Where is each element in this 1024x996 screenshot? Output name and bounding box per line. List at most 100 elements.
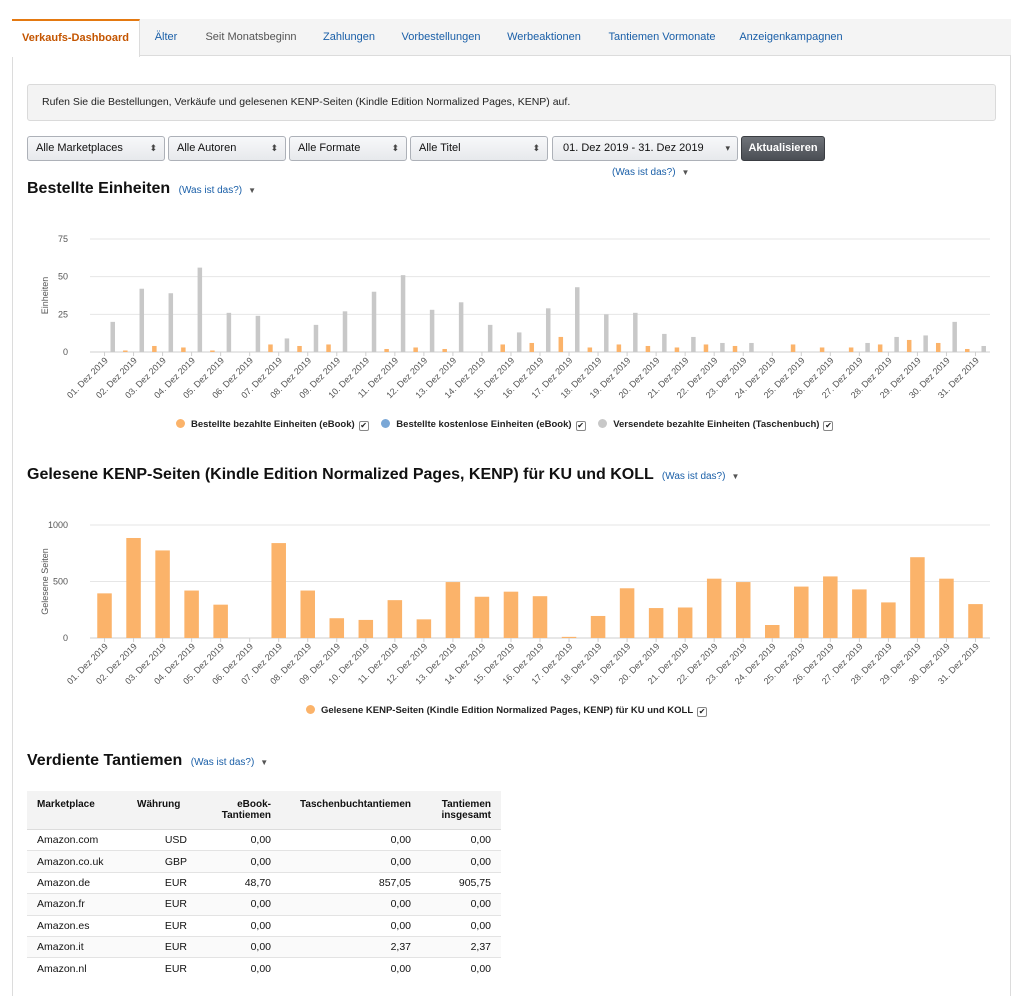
select-arrows-icon: ⬍ — [270, 143, 278, 153]
cell-marketplace: Amazon.it — [27, 935, 127, 958]
table-row: Amazon.com USD 0,00 0,00 0,00 — [27, 828, 501, 851]
caret-down-icon[interactable]: ▼ — [681, 168, 690, 177]
legend-label: Bestellte kostenlose Einheiten (eBook) — [396, 419, 572, 430]
ordered-units-title: Bestellte Einheiten — [27, 180, 171, 197]
select-arrows-icon: ⬍ — [532, 143, 540, 153]
tab-preorders[interactable]: Vorbestellungen — [401, 31, 481, 43]
cell-ebook-royalties: 0,00 — [197, 914, 281, 937]
info-box: Rufen Sie die Bestellungen, Verkäufe und… — [27, 84, 996, 121]
cell-currency: EUR — [127, 914, 197, 937]
col-header-currency: Währung — [127, 791, 197, 830]
cell-currency: USD — [127, 828, 197, 851]
cell-currency: EUR — [127, 893, 197, 916]
table-row: Amazon.nl EUR 0,00 0,00 0,00 — [27, 957, 501, 980]
legend-label: Gelesene KENP-Seiten (Kindle Edition Nor… — [321, 705, 694, 716]
legend-item: Gelesene KENP-Seiten (Kindle Edition Nor… — [306, 705, 708, 717]
select-arrows-icon: ⬍ — [149, 143, 157, 153]
cell-paperback-royalties: 2,37 — [281, 935, 421, 958]
legend-item: Bestellte kostenlose Einheiten (eBook) ✔ — [381, 419, 586, 431]
whats-this-link[interactable]: (Was ist das?) — [190, 757, 255, 768]
author-select-value: Alle Autoren — [177, 142, 237, 154]
chevron-down-icon: ▾ — [725, 143, 730, 153]
col-header-marketplace: Marketplace — [27, 791, 127, 830]
legend-dot — [598, 419, 608, 428]
tab-older[interactable]: Älter — [154, 31, 178, 43]
table-row: Amazon.co.uk GBP 0,00 0,00 0,00 — [27, 850, 501, 873]
tab-sales-dashboard[interactable]: Verkaufs-Dashboard — [12, 19, 140, 57]
ordered-units-legend: Bestellte bezahlte Einheiten (eBook) ✔ Be… — [176, 419, 843, 431]
cell-marketplace: Amazon.nl — [27, 957, 127, 980]
table-row: Amazon.es EUR 0,00 0,00 0,00 — [27, 914, 501, 937]
kenp-title: Gelesene KENP-Seiten (Kindle Edition Nor… — [27, 466, 654, 483]
marketplace-select-value: Alle Marketplaces — [36, 142, 123, 154]
cell-paperback-royalties: 0,00 — [281, 893, 421, 916]
table-row: Amazon.de EUR 48,70 857,05 905,75 — [27, 871, 501, 894]
checkbox-checked-icon[interactable]: ✔ — [575, 421, 586, 431]
cell-currency: EUR — [127, 935, 197, 958]
royalties-table: Marketplace Währung eBook- Tantiemen Tas… — [27, 791, 501, 980]
caret-down-icon[interactable]: ▼ — [248, 186, 257, 195]
format-select[interactable]: Alle Formate ⬍ — [289, 136, 407, 161]
cell-marketplace: Amazon.co.uk — [27, 850, 127, 873]
date-range-select[interactable]: 01. Dez 2019 - 31. Dez 2019 ▾ — [552, 136, 738, 161]
cell-marketplace: Amazon.fr — [27, 893, 127, 916]
legend-dot — [176, 419, 185, 428]
cell-ebook-royalties: 0,00 — [197, 828, 281, 851]
cell-paperback-royalties: 0,00 — [281, 914, 421, 937]
cell-marketplace: Amazon.com — [27, 828, 127, 851]
date-range-value: 01. Dez 2019 - 31. Dez 2019 — [563, 142, 704, 154]
cell-ebook-royalties: 0,00 — [197, 893, 281, 916]
cell-marketplace: Amazon.de — [27, 871, 127, 894]
caret-down-icon[interactable]: ▼ — [731, 472, 740, 481]
tab-prior-months-royalties[interactable]: Tantiemen Vormonate — [608, 31, 716, 43]
caret-down-icon[interactable]: ▼ — [260, 758, 269, 767]
legend-dot — [306, 705, 315, 714]
cell-currency: GBP — [127, 850, 197, 873]
tab-payments[interactable]: Zahlungen — [323, 31, 375, 43]
legend-item: Versendete bezahlte Einheiten (Taschenbu… — [598, 419, 834, 431]
date-help: (Was ist das?) ▼ — [612, 162, 689, 180]
legend-item: Bestellte bezahlte Einheiten (eBook) ✔ — [176, 419, 369, 431]
marketplace-select[interactable]: Alle Marketplaces ⬍ — [27, 136, 165, 161]
cell-total-royalties: 2,37 — [421, 935, 501, 958]
checkbox-checked-icon[interactable]: ✔ — [358, 421, 369, 431]
select-arrows-icon: ⬍ — [391, 143, 399, 153]
whats-this-link[interactable]: (Was ist das?) — [178, 185, 243, 196]
cell-paperback-royalties: 857,05 — [281, 871, 421, 894]
cell-total-royalties: 0,00 — [421, 850, 501, 873]
tab-promotions[interactable]: Werbeaktionen — [507, 31, 581, 43]
kenp-legend: Gelesene KENP-Seiten (Kindle Edition Nor… — [306, 705, 717, 717]
table-row: Amazon.fr EUR 0,00 0,00 0,00 — [27, 893, 501, 916]
legend-dot — [381, 419, 391, 428]
cell-total-royalties: 0,00 — [421, 957, 501, 980]
cell-total-royalties: 0,00 — [421, 914, 501, 937]
cell-marketplace: Amazon.es — [27, 914, 127, 937]
cell-currency: EUR — [127, 871, 197, 894]
col-header-ebook-royalties: eBook- Tantiemen — [197, 791, 281, 830]
cell-total-royalties: 905,75 — [421, 871, 501, 894]
ordered-units-heading: Bestellte Einheiten (Was ist das?) ▼ — [27, 180, 256, 198]
tab-month-to-date[interactable]: Seit Monatsbeginn — [205, 31, 297, 43]
tab-ad-campaigns[interactable]: Anzeigenkampagnen — [739, 31, 843, 43]
checkbox-checked-icon[interactable]: ✔ — [697, 707, 708, 717]
royalties-title: Verdiente Tantiemen — [27, 752, 183, 769]
author-select[interactable]: Alle Autoren ⬍ — [168, 136, 286, 161]
title-select[interactable]: Alle Titel ⬍ — [410, 136, 548, 161]
cell-total-royalties: 0,00 — [421, 893, 501, 916]
cell-ebook-royalties: 0,00 — [197, 957, 281, 980]
table-row: Amazon.it EUR 0,00 2,37 2,37 — [27, 935, 501, 958]
col-header-paperback-royalties: Taschenbuchtantiemen — [281, 791, 421, 830]
cell-ebook-royalties: 48,70 — [197, 871, 281, 894]
tab-bar: Verkaufs-Dashboard Älter Seit Monatsbegi… — [12, 19, 1011, 57]
col-header-total-royalties: Tantiemen insgesamt — [421, 791, 501, 830]
cell-currency: EUR — [127, 957, 197, 980]
whats-this-link[interactable]: (Was ist das?) — [661, 471, 726, 482]
kenp-heading: Gelesene KENP-Seiten (Kindle Edition Nor… — [27, 466, 739, 484]
whats-this-link[interactable]: (Was ist das?) — [612, 167, 676, 178]
checkbox-checked-icon[interactable]: ✔ — [823, 421, 834, 431]
cell-ebook-royalties: 0,00 — [197, 850, 281, 873]
title-select-value: Alle Titel — [419, 142, 461, 154]
update-button[interactable]: Aktualisieren — [741, 136, 825, 161]
legend-label: Versendete bezahlte Einheiten (Taschenbu… — [613, 419, 820, 430]
cell-ebook-royalties: 0,00 — [197, 935, 281, 958]
